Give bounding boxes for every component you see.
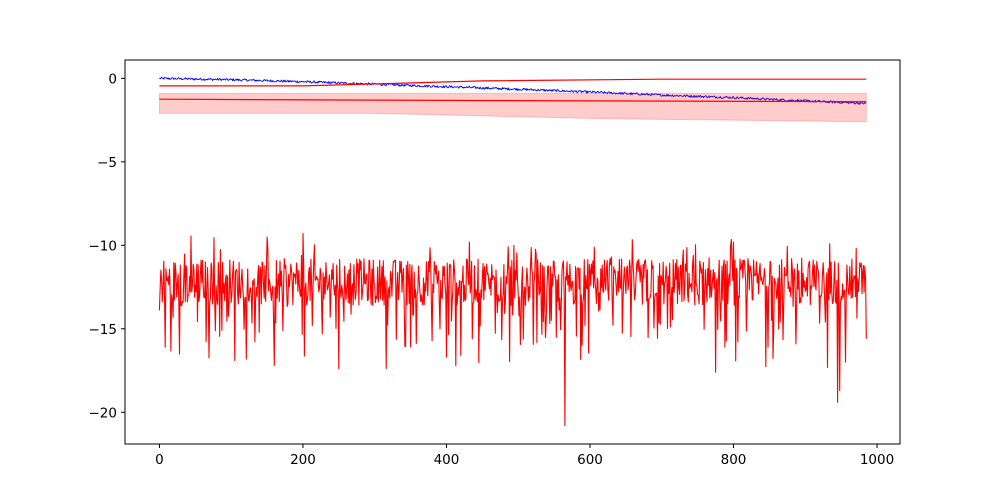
y-tick-label: −20 <box>89 405 118 421</box>
x-tick-label: 600 <box>577 452 603 468</box>
series-band <box>158 92 867 123</box>
series-mean-line <box>159 98 867 103</box>
x-axis: 0 200 400 600 800 1000 <box>155 444 894 468</box>
y-tick-label: 0 <box>108 71 117 87</box>
axes-frame <box>124 59 901 445</box>
series-noisy-blue-line <box>159 76 867 105</box>
x-tick-label: 0 <box>155 452 164 468</box>
y-axis: 0 −5 −10 −15 −20 <box>89 71 125 421</box>
x-tick-label: 800 <box>721 452 747 468</box>
x-tick-label: 200 <box>290 452 316 468</box>
y-tick-label: −15 <box>89 322 118 338</box>
plot-area <box>158 76 867 427</box>
y-tick-label: −10 <box>89 238 118 254</box>
y-tick-label: −5 <box>97 155 117 171</box>
series-line <box>159 78 867 87</box>
x-tick-label: 1000 <box>860 452 894 468</box>
x-tick-label: 400 <box>434 452 460 468</box>
series-noisy-red-line <box>158 233 867 427</box>
